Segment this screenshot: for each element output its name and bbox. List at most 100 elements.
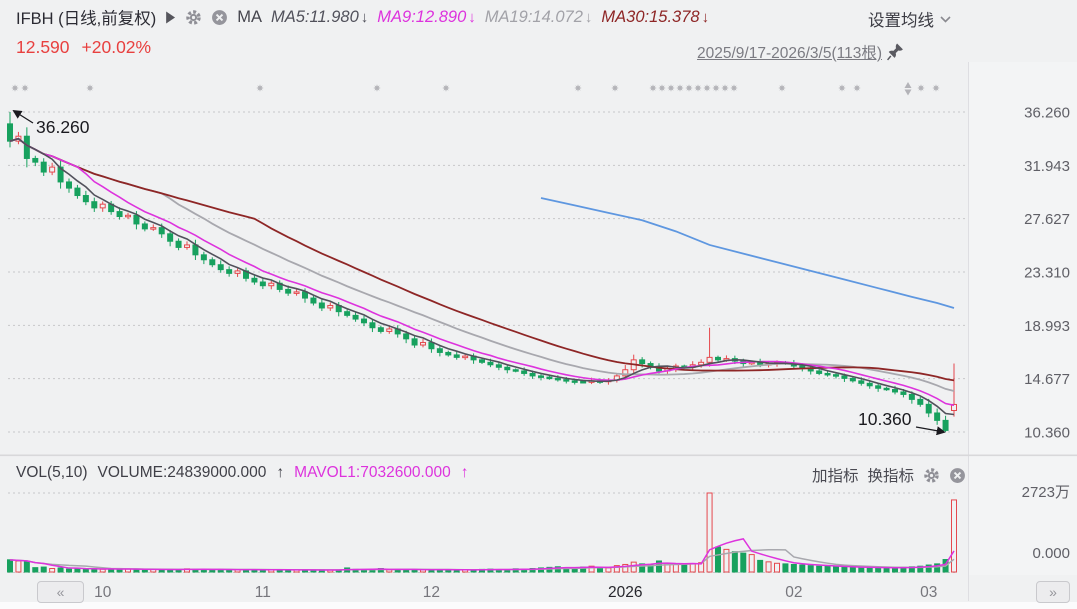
date-range[interactable]: 2025/9/17-2026/3/5(113根) [697, 45, 882, 62]
candle [268, 282, 275, 287]
event-marker-icon[interactable] [712, 84, 720, 92]
event-marker-icon[interactable] [730, 84, 738, 92]
price-axis-strip [968, 62, 1077, 575]
volume-bar [613, 565, 620, 573]
candle [369, 322, 376, 329]
gear-icon[interactable] [923, 467, 940, 484]
symbol-title: IFBH (日线,前复权) [16, 10, 157, 28]
price-axis-label: 27.627 [1024, 211, 1070, 228]
event-marker-icon[interactable] [256, 84, 264, 92]
candle [116, 211, 123, 218]
ma30-value: MA30:15.378 ↓ [601, 7, 710, 26]
candle [698, 361, 705, 366]
event-marker-icon[interactable] [649, 84, 657, 92]
candle [622, 369, 629, 377]
event-marker-icon[interactable] [667, 84, 675, 92]
candle [563, 379, 570, 382]
candle [175, 240, 182, 248]
event-marker-icon[interactable] [11, 84, 19, 92]
volume-bar [731, 551, 738, 573]
candle [377, 327, 384, 332]
event-marker-icon[interactable] [838, 84, 846, 92]
volume-bar [66, 568, 72, 573]
close-icon[interactable] [949, 467, 966, 484]
play-icon[interactable] [165, 11, 176, 24]
candle [436, 348, 443, 353]
updown-marker-icon[interactable] [904, 82, 912, 88]
updown-marker-icon[interactable] [904, 89, 912, 96]
candle [141, 223, 148, 230]
event-marker-icon[interactable] [917, 84, 925, 92]
mavol5-line [9, 538, 955, 571]
scroll-left-button[interactable]: « [37, 581, 84, 603]
volume-tools: 加指标 换指标 [812, 464, 966, 486]
candle [310, 297, 317, 304]
add-indicator-button[interactable]: 加指标 [812, 468, 859, 485]
candle [234, 270, 241, 274]
event-marker-icon[interactable] [21, 84, 29, 92]
down-arrow-icon: ↓ [360, 8, 369, 26]
ma30-line [9, 137, 955, 382]
switch-indicator-button[interactable]: 换指标 [867, 468, 915, 485]
candle [833, 374, 839, 377]
event-marker-icon[interactable] [676, 84, 684, 92]
gear-icon[interactable] [185, 9, 202, 26]
volume-bars [7, 492, 957, 573]
volume-bar [833, 566, 839, 573]
volume-bar [32, 567, 39, 573]
close-icon[interactable] [211, 9, 228, 26]
candle [883, 387, 890, 391]
event-marker-icon[interactable] [574, 84, 582, 92]
volume-bar [57, 567, 64, 573]
event-marker-icon[interactable] [373, 84, 381, 92]
event-marker-icon[interactable] [442, 84, 450, 92]
candle [934, 412, 941, 421]
event-marker-icon[interactable] [611, 84, 619, 92]
volume-bar [622, 563, 629, 573]
candle [925, 403, 932, 414]
ma9-value: MA9:12.890 ↓ [377, 7, 476, 26]
volume-bar [15, 560, 22, 573]
change-percent: +20.02% [81, 37, 152, 57]
volume-bar [740, 552, 747, 573]
candle [453, 354, 460, 358]
volume-bar [605, 567, 612, 573]
volume-bar [723, 548, 730, 573]
event-marker-icon[interactable] [86, 84, 94, 92]
candle [420, 342, 426, 346]
candle [32, 157, 39, 163]
event-marker-icon[interactable] [685, 84, 693, 92]
pin-icon[interactable] [887, 43, 904, 61]
event-marker-icon[interactable] [694, 84, 702, 92]
last-price: 12.590 [16, 37, 70, 57]
down-arrow-icon: ↓ [584, 8, 593, 26]
event-marker-icon[interactable] [853, 84, 861, 92]
candle [445, 351, 452, 356]
candle [82, 195, 89, 203]
price-annotation: 36.260 [36, 117, 90, 137]
event-marker-icon[interactable] [932, 84, 940, 92]
scroll-right-button[interactable]: » [1036, 581, 1070, 603]
volume-bar [23, 561, 30, 573]
up-arrow-icon: ↑ [276, 464, 285, 481]
mavol-value: MAVOL1:7032600.000 [294, 464, 451, 481]
candle [352, 314, 359, 320]
candle [529, 372, 536, 377]
bottom-scrollbar-track[interactable] [0, 602, 1077, 609]
event-marker-icon[interactable] [658, 84, 666, 92]
candle [49, 166, 56, 173]
x-axis-label: 11 [255, 584, 271, 601]
event-marker-icon[interactable] [721, 84, 729, 92]
volume-bar [82, 568, 89, 573]
ma-settings-button[interactable]: 设置均线 [868, 7, 951, 31]
volume-bar [892, 567, 898, 573]
candle [184, 244, 190, 248]
candle [942, 419, 949, 431]
volume-value: VOLUME:24839000.000 [97, 464, 267, 481]
x-axis-label: 02 [785, 584, 802, 601]
volume-bar [790, 563, 797, 573]
volume-header: VOL(5,10) VOLUME:24839000.000 ↑ MAVOL1:7… [16, 464, 468, 482]
event-marker-icon[interactable] [703, 84, 711, 92]
event-marker-icon[interactable] [778, 84, 786, 92]
